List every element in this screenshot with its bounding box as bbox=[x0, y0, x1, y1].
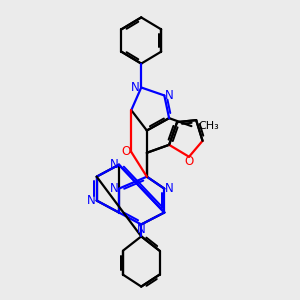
Text: N: N bbox=[110, 182, 118, 195]
Text: N: N bbox=[87, 194, 96, 207]
Text: N: N bbox=[131, 81, 140, 94]
Text: O: O bbox=[184, 155, 194, 168]
Text: N: N bbox=[137, 223, 146, 236]
Text: N: N bbox=[165, 89, 174, 102]
Text: CH₃: CH₃ bbox=[199, 121, 219, 131]
Text: O: O bbox=[121, 146, 130, 158]
Text: N: N bbox=[165, 182, 174, 195]
Text: N: N bbox=[110, 158, 118, 171]
